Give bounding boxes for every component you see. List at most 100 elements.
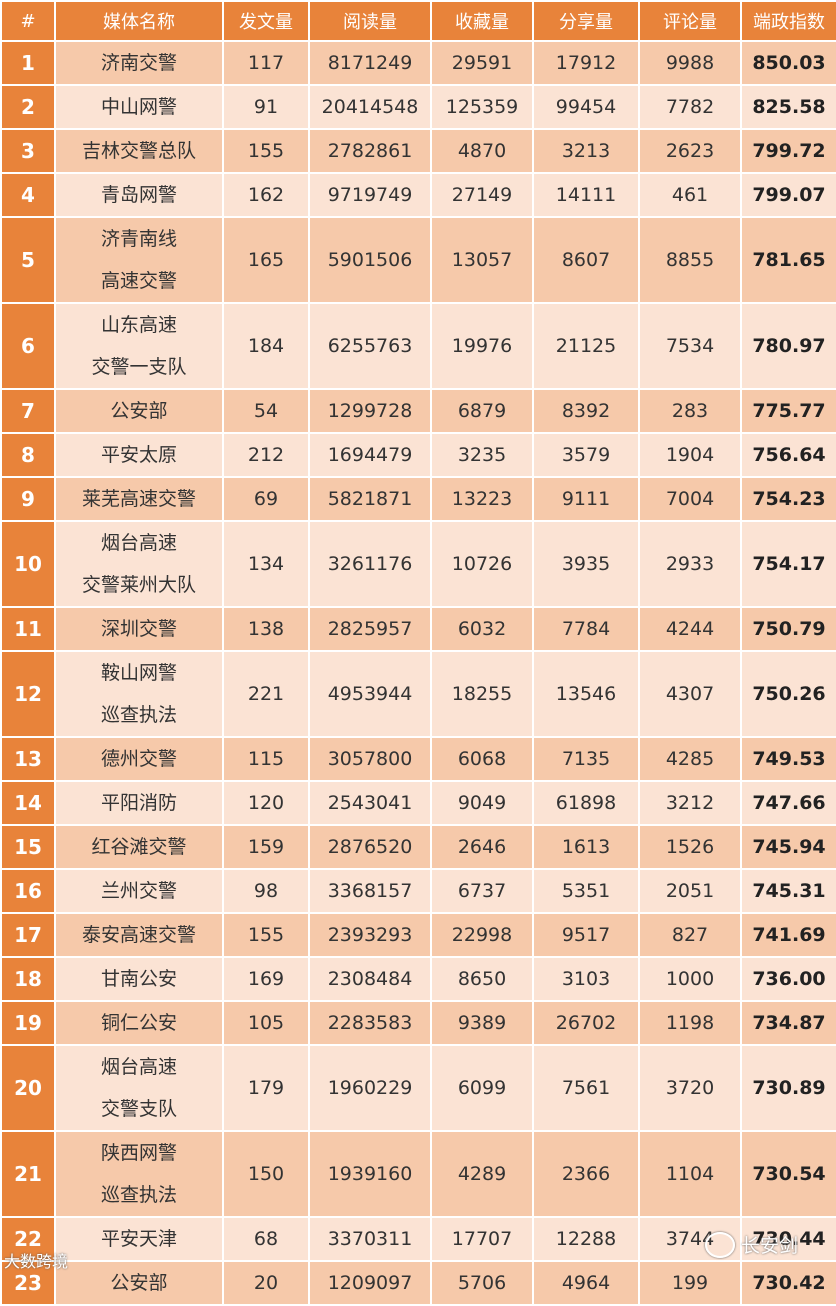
favorites-cell: 17707 xyxy=(432,1218,532,1260)
rank-cell: 21 xyxy=(2,1132,54,1216)
index-cell: 745.31 xyxy=(742,870,836,912)
comments-cell: 4307 xyxy=(640,652,740,736)
reads-cell: 3370311 xyxy=(310,1218,430,1260)
rank-cell: 20 xyxy=(2,1046,54,1130)
shares-cell: 3213 xyxy=(534,130,638,172)
favorites-cell: 6099 xyxy=(432,1046,532,1130)
reads-cell: 2825957 xyxy=(310,608,430,650)
comments-cell: 7782 xyxy=(640,86,740,128)
favorites-cell: 22998 xyxy=(432,914,532,956)
media-name-line: 烟台高速 xyxy=(100,532,177,554)
favorites-cell: 5706 xyxy=(432,1262,532,1304)
media-name-line: 甘南公安 xyxy=(100,968,177,990)
index-cell: 775.77 xyxy=(742,390,836,432)
header-row: # 媒体名称 发文量 阅读量 收藏量 分享量 评论量 端政指数 xyxy=(2,2,836,40)
shares-cell: 14111 xyxy=(534,174,638,216)
table-row: 13 德州交警 115 3057800 6068 7135 4285 749.53 xyxy=(2,738,836,780)
media-name-line: 红谷滩交警 xyxy=(91,836,187,858)
shares-cell: 4964 xyxy=(534,1262,638,1304)
media-name-cell: 济青南线 高速交警 xyxy=(56,218,222,302)
media-name-line: 吉林交警总队 xyxy=(81,140,196,162)
posts-cell: 179 xyxy=(224,1046,308,1130)
favorites-cell: 9389 xyxy=(432,1002,532,1044)
index-cell: 747.66 xyxy=(742,782,836,824)
media-name-line: 济南交警 xyxy=(100,52,177,74)
media-name-line: 交警一支队 xyxy=(91,356,187,378)
rank-cell: 3 xyxy=(2,130,54,172)
favorites-cell: 8650 xyxy=(432,958,532,1000)
media-name-cell: 平安天津 xyxy=(56,1218,222,1260)
posts-cell: 212 xyxy=(224,434,308,476)
table-row: 7 公安部 54 1299728 6879 8392 283 775.77 xyxy=(2,390,836,432)
posts-cell: 165 xyxy=(224,218,308,302)
favorites-cell: 2646 xyxy=(432,826,532,868)
shares-cell: 21125 xyxy=(534,304,638,388)
favorites-cell: 6068 xyxy=(432,738,532,780)
reads-cell: 2393293 xyxy=(310,914,430,956)
table-row: 11 深圳交警 138 2825957 6032 7784 4244 750.79 xyxy=(2,608,836,650)
posts-cell: 184 xyxy=(224,304,308,388)
rank-cell: 16 xyxy=(2,870,54,912)
media-name-line: 陕西网警 xyxy=(100,1142,177,1164)
table-row: 5 济青南线 高速交警 165 5901506 13057 8607 8855 781.65 xyxy=(2,218,836,302)
reads-cell: 2543041 xyxy=(310,782,430,824)
media-name-cell: 中山网警 xyxy=(56,86,222,128)
rank-cell: 1 xyxy=(2,42,54,84)
rank-cell: 5 xyxy=(2,218,54,302)
reads-cell: 8171249 xyxy=(310,42,430,84)
reads-cell: 3368157 xyxy=(310,870,430,912)
index-cell: 749.53 xyxy=(742,738,836,780)
media-name-line: 公安部 xyxy=(110,400,168,422)
shares-cell: 17912 xyxy=(534,42,638,84)
favorites-cell: 13223 xyxy=(432,478,532,520)
posts-cell: 68 xyxy=(224,1218,308,1260)
table-row: 9 莱芜高速交警 69 5821871 13223 9111 7004 754.23 xyxy=(2,478,836,520)
reads-cell: 1960229 xyxy=(310,1046,430,1130)
media-name-cell: 平安太原 xyxy=(56,434,222,476)
posts-cell: 105 xyxy=(224,1002,308,1044)
shares-cell: 61898 xyxy=(534,782,638,824)
favorites-cell: 4870 xyxy=(432,130,532,172)
media-name-cell: 烟台高速交警莱州大队 xyxy=(56,522,222,606)
shares-cell: 5351 xyxy=(534,870,638,912)
media-name-cell: 山东高速 交警一支队 xyxy=(56,304,222,388)
comments-cell: 3212 xyxy=(640,782,740,824)
index-cell: 730.42 xyxy=(742,1262,836,1304)
posts-cell: 91 xyxy=(224,86,308,128)
shares-cell: 8392 xyxy=(534,390,638,432)
media-name-cell: 铜仁公安 xyxy=(56,1002,222,1044)
comments-cell: 1526 xyxy=(640,826,740,868)
comments-cell: 8855 xyxy=(640,218,740,302)
media-name-cell: 青岛网警 xyxy=(56,174,222,216)
table-row: 1 济南交警 117 8171249 29591 17912 9988 850.03 xyxy=(2,42,836,84)
index-cell: 825.58 xyxy=(742,86,836,128)
reads-cell: 3261176 xyxy=(310,522,430,606)
posts-cell: 69 xyxy=(224,478,308,520)
favorites-cell: 3235 xyxy=(432,434,532,476)
media-name-line: 山东高速 xyxy=(100,314,177,336)
rank-cell: 14 xyxy=(2,782,54,824)
rank-cell: 13 xyxy=(2,738,54,780)
media-name-line: 交警莱州大队 xyxy=(81,574,196,596)
table-row: 21 陕西网警 巡查执法 150 1939160 4289 2366 1104 730.54 xyxy=(2,1132,836,1216)
table-row: 8 平安太原 212 1694479 3235 3579 1904 756.64 xyxy=(2,434,836,476)
reads-cell: 3057800 xyxy=(310,738,430,780)
shares-cell: 99454 xyxy=(534,86,638,128)
reads-cell: 6255763 xyxy=(310,304,430,388)
comments-cell: 4285 xyxy=(640,738,740,780)
posts-cell: 155 xyxy=(224,914,308,956)
media-name-cell: 红谷滩交警 xyxy=(56,826,222,868)
posts-cell: 120 xyxy=(224,782,308,824)
rank-cell: 11 xyxy=(2,608,54,650)
media-name-cell: 鞍山网警 巡查执法 xyxy=(56,652,222,736)
table-row: 17 泰安高速交警 155 2393293 22998 9517 827 741.69 xyxy=(2,914,836,956)
index-cell: 734.87 xyxy=(742,1002,836,1044)
posts-cell: 150 xyxy=(224,1132,308,1216)
table-row: 14 平阳消防 120 2543041 9049 61898 3212 747.66 xyxy=(2,782,836,824)
comments-cell: 1198 xyxy=(640,1002,740,1044)
media-name-cell: 兰州交警 xyxy=(56,870,222,912)
rank-cell: 2 xyxy=(2,86,54,128)
shares-cell: 9517 xyxy=(534,914,638,956)
header-media-name: 媒体名称 xyxy=(56,2,222,40)
index-cell: 730.89 xyxy=(742,1046,836,1130)
